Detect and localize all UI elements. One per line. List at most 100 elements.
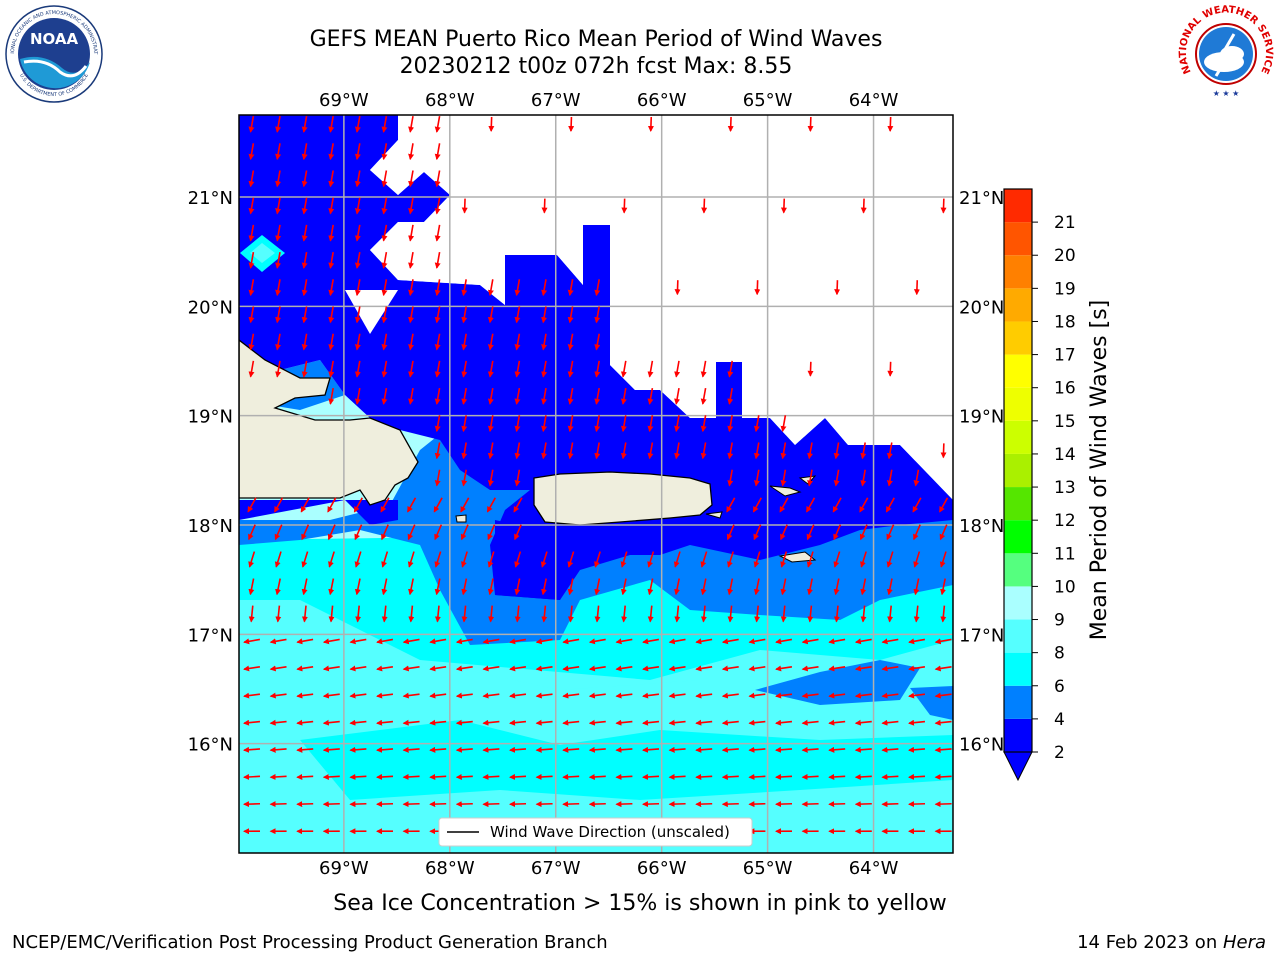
wind-wave-arrow xyxy=(248,551,256,568)
wind-wave-arrow xyxy=(408,360,415,378)
wind-wave-arrow xyxy=(860,605,867,623)
wind-wave-arrow xyxy=(328,605,335,623)
wind-wave-arrow xyxy=(434,170,441,188)
wind-wave-arrow xyxy=(859,497,869,513)
wind-wave-arrow xyxy=(620,360,627,378)
chart-title: GEFS MEAN Puerto Rico Mean Period of Win… xyxy=(309,27,883,52)
wind-wave-arrow xyxy=(381,578,388,596)
wind-wave-arrow xyxy=(647,415,654,433)
wind-wave-arrow xyxy=(487,578,494,596)
wind-wave-arrow xyxy=(434,333,441,351)
wind-wave-arrow xyxy=(322,638,340,645)
wind-wave-arrow xyxy=(567,442,574,460)
wind-wave-arrow xyxy=(775,719,793,726)
wind-wave-arrow xyxy=(434,360,441,378)
wind-wave-arrow xyxy=(301,143,308,161)
wind-wave-arrow xyxy=(461,605,468,623)
wind-wave-arrow xyxy=(567,415,574,433)
wind-wave-arrow xyxy=(881,719,899,726)
colorbar-segment xyxy=(1004,718,1032,752)
wind-wave-arrow xyxy=(775,638,793,645)
lon-label-bottom: 69°W xyxy=(319,858,369,879)
lon-label-top: 68°W xyxy=(425,90,475,111)
wind-wave-arrow xyxy=(934,801,952,808)
wind-wave-arrow xyxy=(801,638,819,645)
wind-wave-arrow xyxy=(881,665,899,672)
wind-wave-arrow xyxy=(354,578,361,596)
wind-wave-arrow xyxy=(243,719,261,726)
wind-wave-arrow xyxy=(269,746,287,753)
wind-wave-arrow xyxy=(248,224,255,242)
wind-wave-arrow xyxy=(562,638,580,645)
wind-wave-arrow xyxy=(487,469,494,487)
wind-wave-arrow xyxy=(301,605,308,623)
wind-wave-arrow xyxy=(487,551,495,568)
wind-wave-arrow xyxy=(594,333,601,351)
wind-wave-arrow xyxy=(541,578,547,596)
wind-wave-arrow xyxy=(434,306,441,324)
wind-wave-arrow xyxy=(461,387,468,405)
wind-wave-arrow xyxy=(594,442,601,460)
wind-wave-arrow xyxy=(934,638,952,645)
wind-wave-arrow xyxy=(408,306,415,324)
wind-wave-arrow xyxy=(775,801,793,808)
wind-wave-arrow xyxy=(642,665,660,672)
colorbar: 2 4 6 8 9 10 11 12 13 14 15 16 17 18 19 20 21 xyxy=(1003,188,1076,782)
wind-wave-arrow xyxy=(407,551,415,568)
lat-label-left: 17°N xyxy=(188,625,233,646)
nws-logo: NATIONAL WEATHER SERVICE ★ ★ ★ xyxy=(1178,4,1274,102)
wind-wave-arrow xyxy=(567,333,574,351)
wind-wave-arrow xyxy=(726,497,736,513)
wind-wave-arrow xyxy=(780,469,787,487)
wind-wave-arrow xyxy=(535,773,553,780)
wind-wave-arrow xyxy=(381,333,388,351)
wind-wave-arrow xyxy=(588,801,606,808)
colorbar-segment xyxy=(1004,520,1032,554)
wind-wave-arrow xyxy=(408,251,415,269)
wind-wave-arrow xyxy=(642,773,660,780)
colorbar-segment xyxy=(1004,189,1032,223)
wind-wave-arrow xyxy=(668,746,686,753)
wind-wave-arrow xyxy=(376,773,394,780)
wind-wave-arrow xyxy=(408,143,415,161)
wind-wave-arrow xyxy=(269,692,287,699)
wind-wave-arrow xyxy=(381,170,388,188)
lon-labels-bottom: 69°W 68°W 67°W 66°W 65°W 64°W xyxy=(319,858,899,879)
wind-wave-arrow xyxy=(674,415,681,433)
wind-wave-arrow xyxy=(243,692,261,699)
lat-label-left: 18°N xyxy=(188,516,233,537)
colorbar-tick-label: 15 xyxy=(1054,412,1076,432)
colorbar-tick-label: 8 xyxy=(1054,644,1065,664)
wind-wave-arrow xyxy=(940,578,946,596)
wind-wave-arrow xyxy=(328,306,335,324)
wind-wave-arrow xyxy=(807,605,814,623)
wind-wave-arrow xyxy=(349,692,367,699)
wind-wave-arrow xyxy=(434,442,441,460)
wind-wave-arrow xyxy=(562,801,580,808)
wind-wave-arrow xyxy=(509,719,527,726)
wind-wave-arrow xyxy=(828,665,846,672)
wind-wave-arrow xyxy=(753,524,762,541)
wind-wave-arrow xyxy=(434,387,441,405)
colorbar-segment xyxy=(1004,420,1032,454)
wind-wave-arrow xyxy=(833,442,840,460)
wind-wave-arrow xyxy=(408,170,415,188)
wind-wave-arrow xyxy=(269,719,287,726)
wind-wave-arrow xyxy=(248,197,255,215)
wind-wave-arrow xyxy=(461,442,468,460)
wind-wave-arrow xyxy=(567,605,574,623)
wind-wave-arrow xyxy=(461,333,468,351)
wind-wave-arrow xyxy=(674,387,681,405)
wind-wave-arrow xyxy=(243,665,261,672)
wind-wave-arrow xyxy=(833,578,840,596)
svg-text:★ ★ ★: ★ ★ ★ xyxy=(1213,89,1240,98)
wind-wave-arrow xyxy=(381,115,388,133)
wind-wave-arrow xyxy=(700,442,707,460)
wind-wave-arrow xyxy=(913,469,920,487)
wind-wave-arrow xyxy=(514,360,521,378)
map-frame xyxy=(238,114,954,854)
wind-wave-arrow xyxy=(754,605,761,623)
wind-wave-arrow xyxy=(881,801,899,808)
wind-wave-arrow xyxy=(461,469,468,487)
wind-wave-arrow xyxy=(934,719,952,726)
